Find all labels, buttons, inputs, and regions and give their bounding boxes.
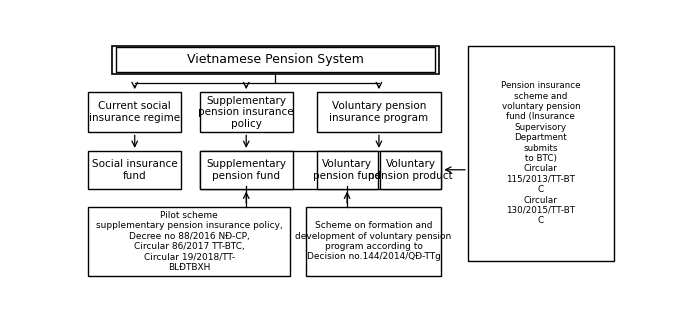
Text: Social insurance
fund: Social insurance fund — [92, 159, 177, 181]
FancyBboxPatch shape — [468, 45, 614, 261]
Text: Current social
insurance regime: Current social insurance regime — [89, 101, 180, 123]
Text: Pension insurance
scheme and
voluntary pension
fund (Insurance
Supervisory
Depar: Pension insurance scheme and voluntary p… — [501, 81, 581, 225]
Text: Voluntary pension
insurance program: Voluntary pension insurance program — [329, 101, 429, 123]
FancyBboxPatch shape — [316, 92, 441, 132]
FancyBboxPatch shape — [200, 92, 292, 132]
FancyBboxPatch shape — [116, 47, 435, 72]
FancyBboxPatch shape — [200, 151, 292, 189]
Text: Scheme on formation and
development of voluntary pension
program according to
De: Scheme on formation and development of v… — [295, 221, 451, 261]
FancyBboxPatch shape — [88, 207, 290, 276]
Text: Supplementary
pension fund: Supplementary pension fund — [206, 159, 286, 181]
FancyBboxPatch shape — [316, 151, 377, 189]
FancyBboxPatch shape — [112, 45, 438, 74]
FancyBboxPatch shape — [380, 151, 441, 189]
FancyBboxPatch shape — [200, 151, 441, 189]
Text: Voluntary
pension product: Voluntary pension product — [369, 159, 453, 181]
FancyBboxPatch shape — [88, 92, 181, 132]
Text: Supplementary
pension insurance
policy: Supplementary pension insurance policy — [199, 96, 294, 129]
Text: Vietnamese Pension System: Vietnamese Pension System — [187, 53, 364, 66]
Text: Pilot scheme
supplementary pension insurance policy,
Decree no 88/2016 NĐ-CP,
Ci: Pilot scheme supplementary pension insur… — [96, 211, 282, 272]
FancyBboxPatch shape — [306, 207, 441, 276]
Text: Voluntary
pension fund: Voluntary pension fund — [313, 159, 381, 181]
FancyBboxPatch shape — [88, 151, 181, 189]
